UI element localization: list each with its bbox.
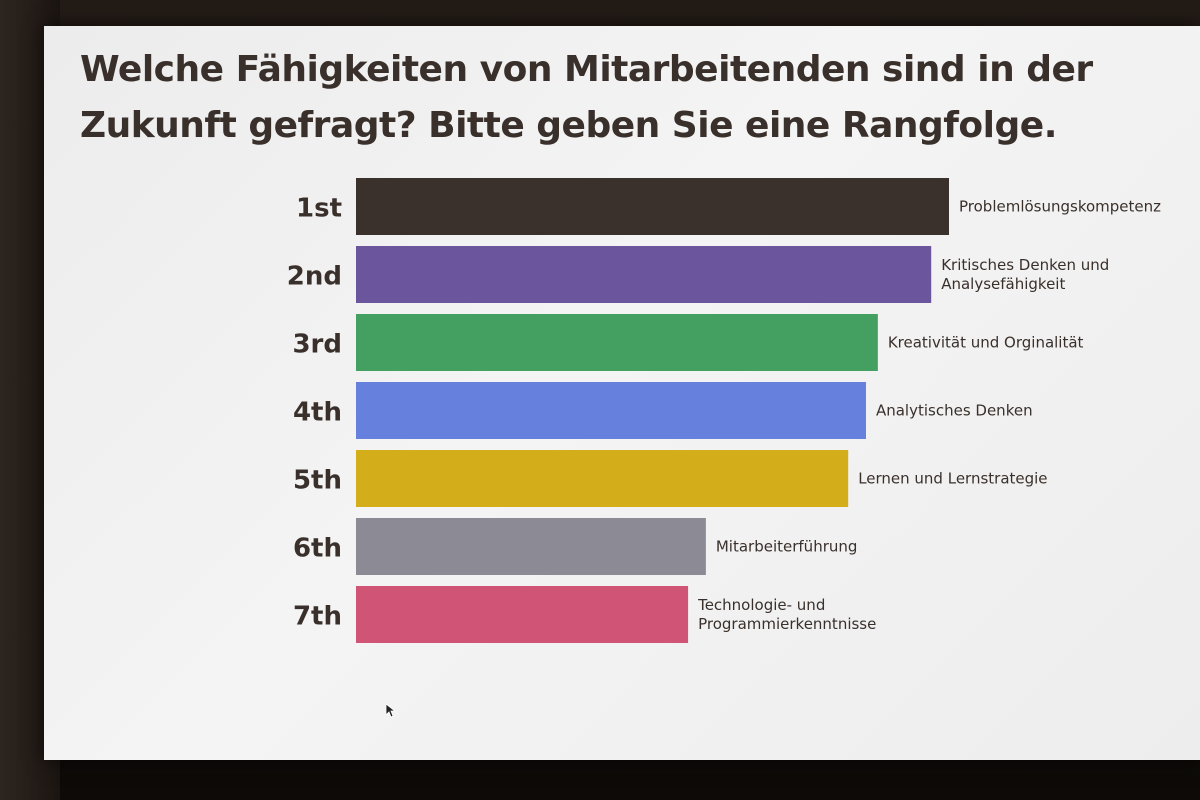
rank-label: 4th — [293, 398, 342, 428]
rank-label: 1st — [296, 194, 342, 224]
projection-screen: Welche Fähigkeiten von Mitarbeitenden si… — [44, 26, 1200, 760]
bar-label: Technologie- und Programmierkenntnisse — [697, 596, 876, 633]
bar-label: Mitarbeiterführung — [716, 538, 858, 556]
slide-title: Welche Fähigkeiten von Mitarbeitenden si… — [80, 49, 1093, 146]
bar — [356, 314, 878, 371]
bar — [356, 246, 932, 303]
rank-label: 5th — [293, 466, 342, 496]
rank-label: 6th — [293, 534, 342, 564]
rank-label: 7th — [293, 602, 342, 632]
ranking-bar-chart: 1st Problemlösungskompetenz 2nd Kritisches … — [287, 178, 1161, 643]
rank-label: 2nd — [287, 262, 342, 292]
bar-label: Kreativität und Orginalität — [888, 334, 1084, 352]
bar-label: Analytisches Denken — [876, 402, 1033, 420]
mouse-cursor-icon — [386, 704, 396, 718]
bar-label: Problemlösungskompetenz — [959, 198, 1161, 216]
bar — [356, 450, 849, 507]
bar — [356, 586, 689, 643]
bar — [356, 382, 866, 439]
bar-label: Lernen und Lernstrategie — [858, 470, 1047, 488]
bar — [356, 178, 949, 235]
bar — [356, 518, 706, 575]
rank-label: 3rd — [292, 330, 342, 360]
bar-label: Kritisches Denken und Analysefähigkeit — [941, 256, 1109, 293]
